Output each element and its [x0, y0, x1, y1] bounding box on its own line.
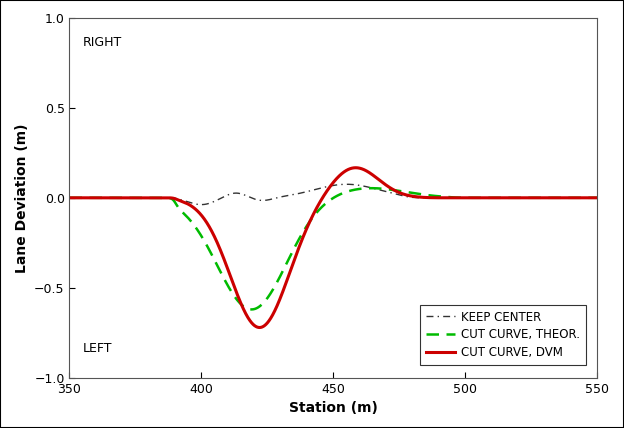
CUT CURVE, DVM — [352, 165, 359, 170]
KEEP CENTER — [583, 195, 591, 200]
CUT CURVE, THEOR. — [527, 195, 534, 200]
CUT CURVE, DVM — [291, 256, 299, 261]
CUT CURVE, THEOR. — [583, 195, 591, 200]
KEEP CENTER — [66, 195, 73, 200]
CUT CURVE, DVM — [527, 195, 534, 200]
KEEP CENTER — [291, 192, 299, 197]
Text: LEFT: LEFT — [83, 342, 112, 355]
KEEP CENTER — [268, 196, 276, 202]
CUT CURVE, DVM — [583, 195, 591, 200]
CUT CURVE, DVM — [256, 325, 263, 330]
CUT CURVE, DVM — [126, 195, 134, 200]
CUT CURVE, THEOR. — [66, 195, 73, 200]
Line: KEEP CENTER: KEEP CENTER — [69, 184, 597, 205]
KEEP CENTER — [198, 202, 205, 207]
CUT CURVE, DVM — [593, 195, 601, 200]
Line: CUT CURVE, DVM: CUT CURVE, DVM — [69, 168, 597, 327]
Line: CUT CURVE, THEOR.: CUT CURVE, THEOR. — [69, 188, 597, 309]
Y-axis label: Lane Deviation (m): Lane Deviation (m) — [14, 123, 29, 273]
Legend: KEEP CENTER, CUT CURVE, THEOR., CUT CURVE, DVM: KEEP CENTER, CUT CURVE, THEOR., CUT CURV… — [420, 305, 586, 365]
KEEP CENTER — [126, 195, 134, 200]
CUT CURVE, DVM — [66, 195, 73, 200]
CUT CURVE, THEOR. — [248, 307, 255, 312]
KEEP CENTER — [593, 195, 601, 200]
CUT CURVE, DVM — [157, 195, 165, 200]
CUT CURVE, THEOR. — [126, 195, 134, 200]
KEEP CENTER — [157, 195, 165, 200]
X-axis label: Station (m): Station (m) — [289, 401, 378, 416]
KEEP CENTER — [527, 195, 534, 200]
KEEP CENTER — [343, 182, 350, 187]
CUT CURVE, THEOR. — [157, 195, 165, 200]
Text: RIGHT: RIGHT — [83, 36, 122, 49]
CUT CURVE, DVM — [268, 313, 276, 318]
CUT CURVE, THEOR. — [368, 186, 375, 191]
CUT CURVE, THEOR. — [593, 195, 601, 200]
CUT CURVE, THEOR. — [291, 244, 299, 249]
CUT CURVE, THEOR. — [268, 288, 276, 294]
